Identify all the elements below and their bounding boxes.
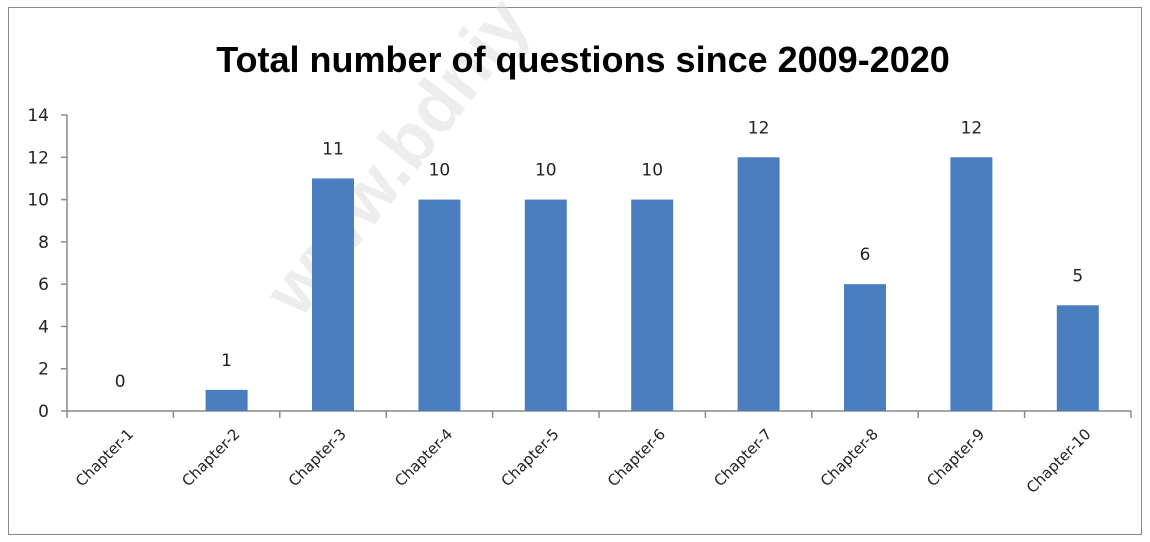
bar (844, 284, 886, 411)
data-label: 12 (748, 118, 770, 138)
data-label: 0 (115, 372, 126, 392)
y-tick-label: 2 (38, 360, 49, 380)
y-tick-label: 8 (38, 233, 49, 253)
category-label: Chapter-5 (498, 425, 563, 490)
category-label: Chapter-4 (391, 425, 456, 490)
bar (737, 157, 780, 411)
category-label: Chapter-1 (72, 425, 137, 490)
y-tick-label: 10 (27, 191, 49, 211)
y-tick-label: 14 (27, 106, 49, 126)
bar (631, 199, 674, 411)
category-label: Chapter-6 (604, 425, 669, 490)
y-tick-label: 0 (38, 402, 49, 422)
bars (205, 157, 1099, 411)
bar (418, 199, 461, 411)
category-labels: Chapter-1 Chapter-2 Chapter-3 Chapter-4 Chap… (72, 425, 1095, 497)
data-label: 10 (641, 161, 663, 181)
bar (205, 389, 248, 411)
data-label: 5 (1072, 266, 1083, 286)
category-label: Chapter-2 (178, 425, 243, 490)
data-label: 1 (221, 351, 232, 371)
y-tick-label: 12 (27, 148, 49, 168)
data-label: 12 (961, 118, 983, 138)
y-tick-label: 4 (38, 317, 49, 337)
bar (950, 157, 993, 411)
category-label: Chapter-8 (817, 425, 882, 490)
category-label: Chapter-3 (285, 425, 350, 490)
data-label: 10 (535, 161, 557, 181)
data-label: 10 (429, 161, 451, 181)
category-label: Chapter-9 (923, 425, 988, 490)
category-label: Chapter-7 (710, 425, 775, 490)
bar (312, 178, 354, 411)
data-label: 11 (322, 139, 344, 159)
bar (1056, 305, 1099, 411)
category-label: Chapter-10 (1023, 425, 1095, 497)
bar (524, 199, 567, 411)
chart-title: Total number of questions since 2009-202… (216, 39, 950, 80)
y-tick-label: 6 (38, 275, 49, 295)
data-label: 6 (860, 245, 871, 265)
